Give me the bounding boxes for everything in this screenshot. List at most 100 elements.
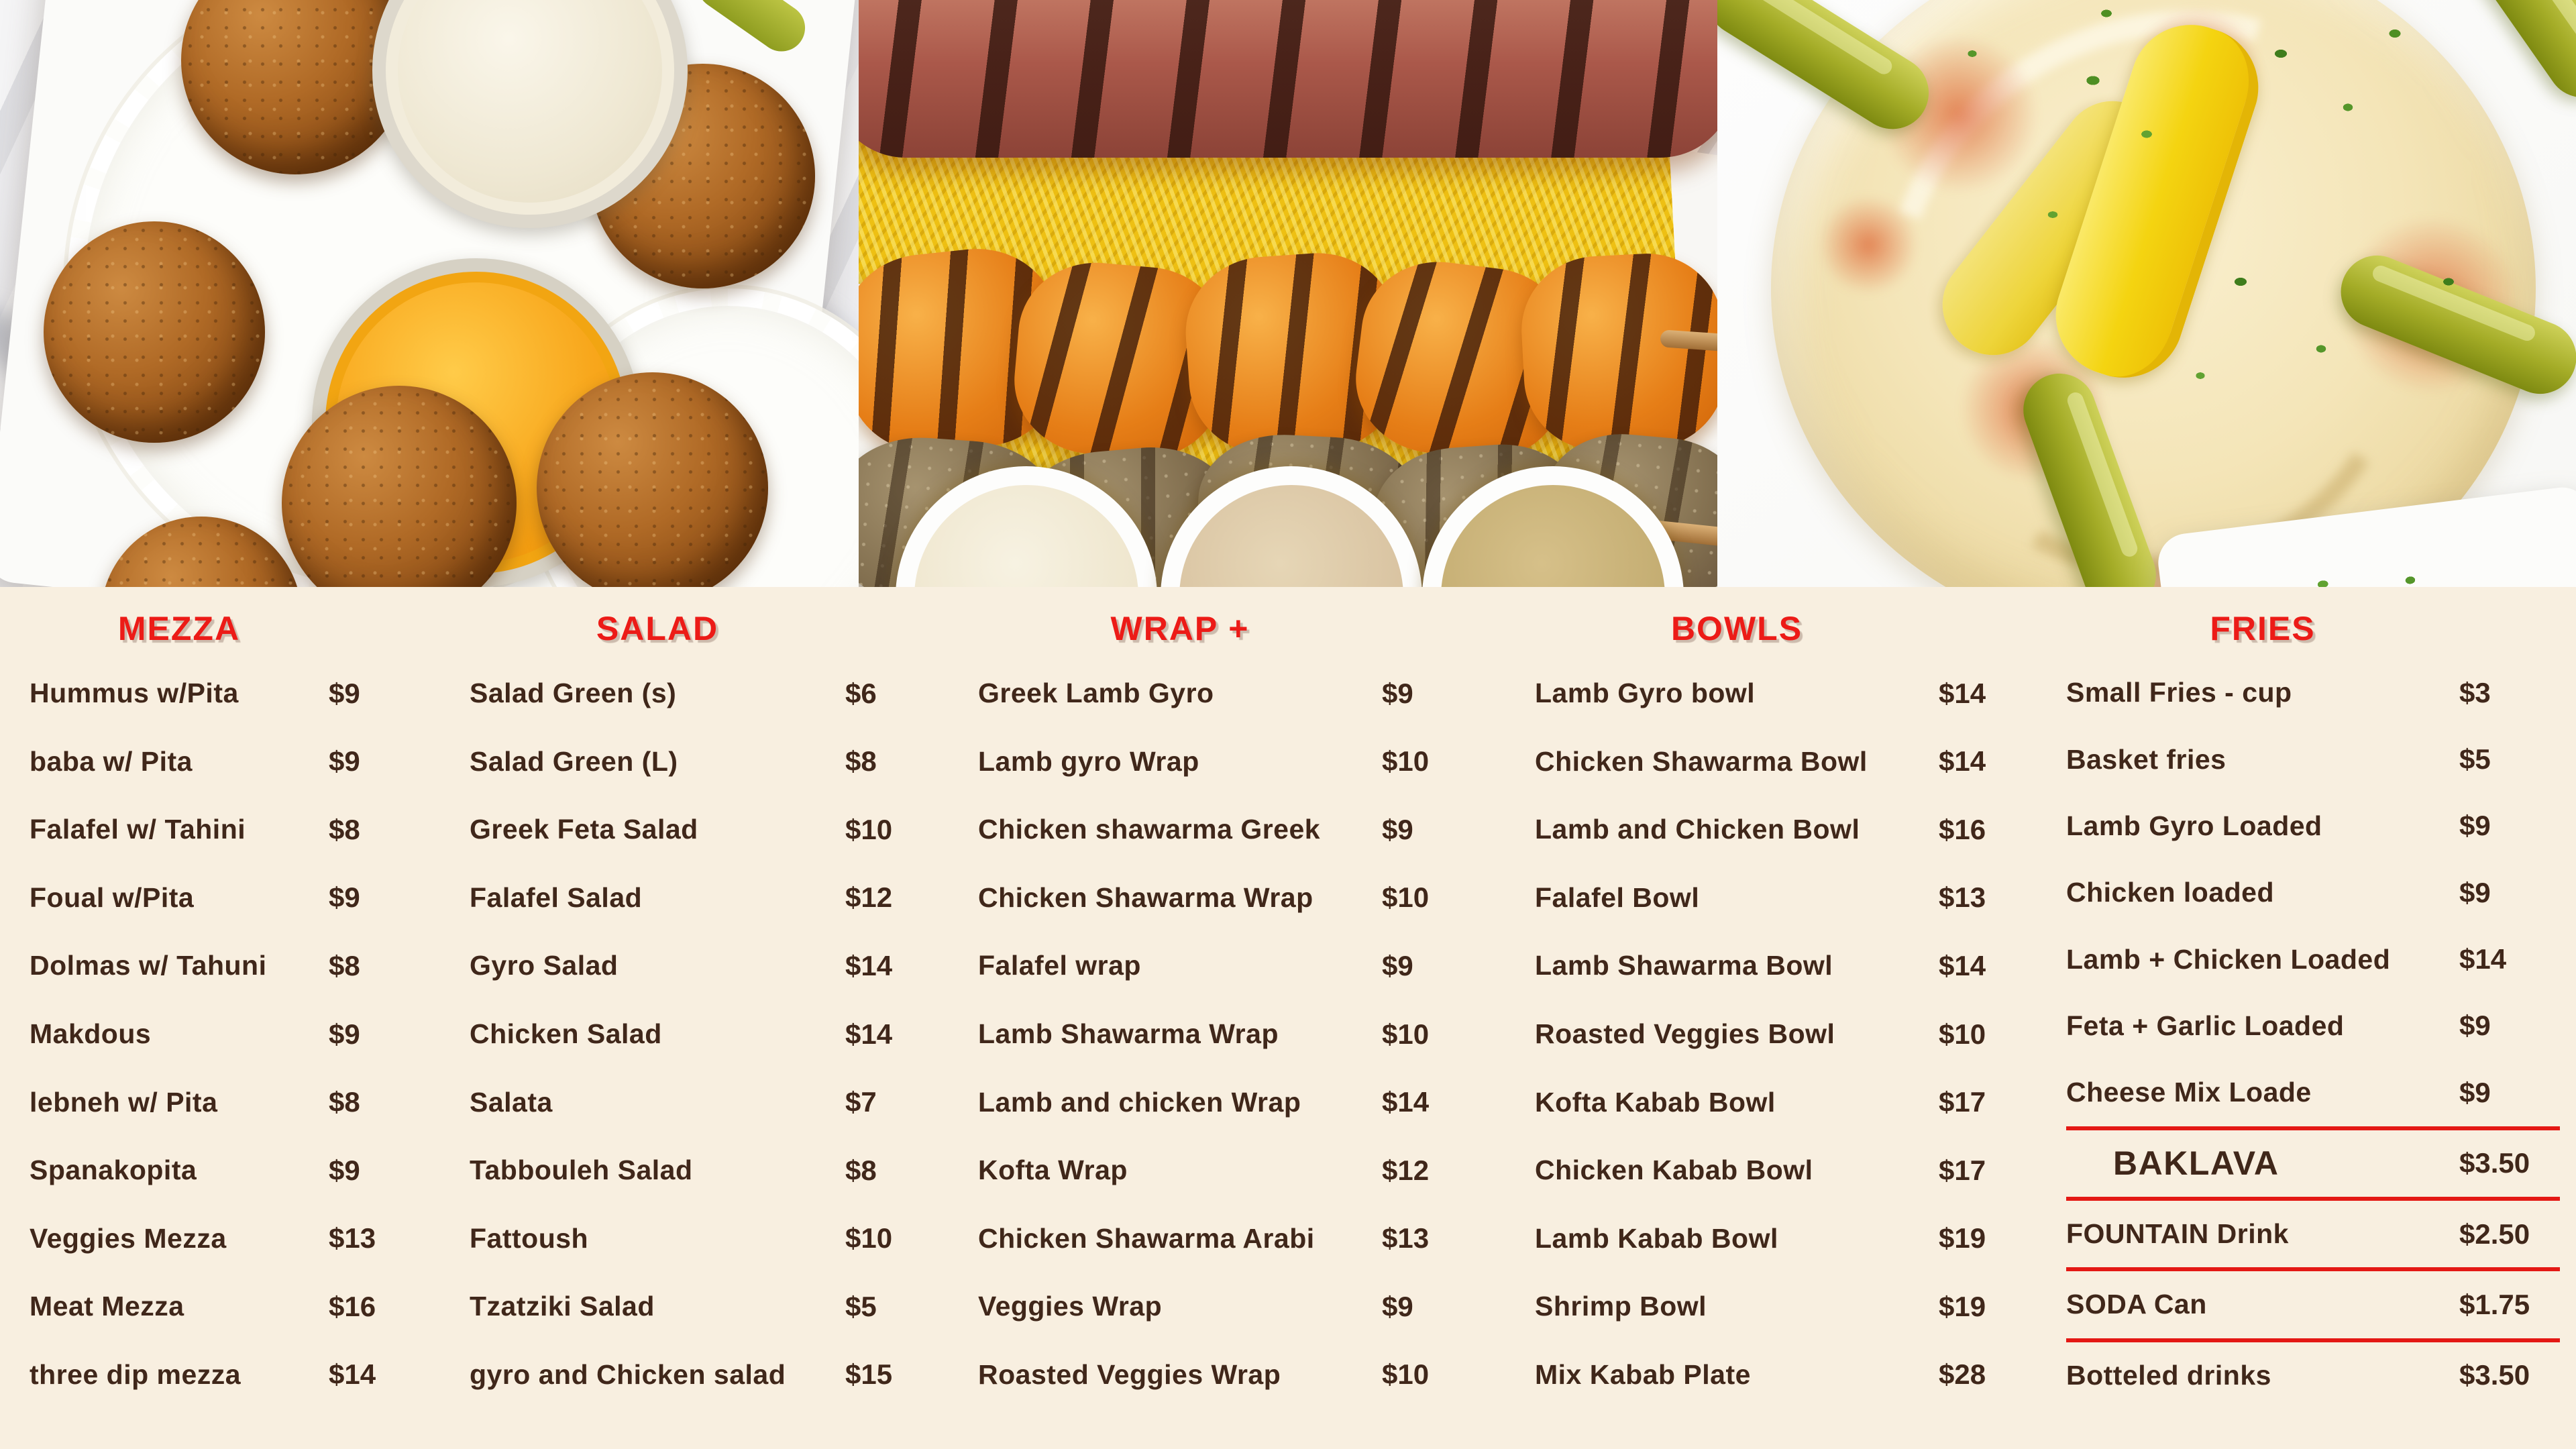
item-price: $17 bbox=[1939, 1086, 1986, 1118]
item-name: three dip mezza bbox=[30, 1358, 241, 1390]
menu-item-row: Lamb Shawarma Wrap $10 bbox=[978, 1000, 1496, 1069]
menu-item-row: Lamb gyro Wrap $10 bbox=[978, 728, 1496, 796]
menu-item-row: lebneh w/ Pita $8 bbox=[30, 1068, 429, 1136]
menu-item-row: Lamb Gyro Loaded $9 bbox=[2066, 793, 2560, 859]
item-name: Chicken Shawarma Arabi bbox=[978, 1222, 1315, 1254]
tahini-sauce bbox=[398, 0, 662, 203]
item-name: Greek Feta Salad bbox=[470, 814, 698, 845]
menu-item-row: Cheese Mix Loade $9 bbox=[2066, 1059, 2560, 1126]
item-name: Salad Green (s) bbox=[470, 678, 677, 709]
menu-item-row: Meat Mezza $16 bbox=[30, 1273, 429, 1341]
menu-item-row: baba w/ Pita $9 bbox=[30, 728, 429, 796]
item-name: BAKLAVA bbox=[2113, 1144, 2279, 1183]
section-items: Lamb Gyro bowl $14 Chicken Shawarma Bowl $1… bbox=[1535, 659, 2039, 1409]
falafel-ball bbox=[181, 0, 409, 174]
menu-item-row: Greek Lamb Gyro $9 bbox=[978, 659, 1496, 728]
section-title: BOWLS bbox=[1670, 610, 1803, 647]
menu-special-row: BAKLAVA $3.50 bbox=[2066, 1126, 2560, 1197]
menu-item-row: Lamb and chicken Wrap $14 bbox=[978, 1068, 1496, 1136]
item-price: $9 bbox=[329, 1018, 360, 1050]
item-name: Hummus w/Pita bbox=[30, 678, 239, 709]
section-title: SALAD bbox=[596, 610, 719, 647]
item-name: Small Fries - cup bbox=[2066, 677, 2292, 708]
menu-section-salad: SALAD Salad Green (s) $6 Salad Green (L) $8… bbox=[429, 587, 939, 1449]
item-price: $6 bbox=[845, 677, 877, 709]
item-name: Lamb and Chicken Bowl bbox=[1535, 814, 1860, 845]
menu-item-row: Falafel Salad $12 bbox=[470, 864, 939, 932]
item-name: Falafel wrap bbox=[978, 950, 1141, 981]
item-price: $9 bbox=[329, 745, 360, 777]
item-name: Veggies Mezza bbox=[30, 1222, 227, 1254]
menu-item-row: Lamb Kabab Bowl $19 bbox=[1535, 1204, 2039, 1273]
section-items: Salad Green (s) $6 Salad Green (L) $8 Greek … bbox=[470, 659, 939, 1409]
menu-item-row: Veggies Wrap $9 bbox=[978, 1273, 1496, 1341]
item-name: Meat Mezza bbox=[30, 1291, 184, 1322]
item-name: Roasted Veggies Bowl bbox=[1535, 1018, 1835, 1049]
menu-item-row: Chicken Kabab Bowl $17 bbox=[1535, 1136, 2039, 1205]
item-price: $9 bbox=[2459, 1010, 2491, 1042]
item-name: Mix Kabab Plate bbox=[1535, 1358, 1751, 1390]
menu-section-bowls: BOWLS Lamb Gyro bowl $14 Chicken Shawarma … bbox=[1496, 587, 2039, 1449]
item-price: $19 bbox=[1939, 1290, 1986, 1322]
menu-item-row: Salata $7 bbox=[470, 1068, 939, 1136]
item-price: $10 bbox=[1382, 745, 1430, 777]
item-price: $16 bbox=[329, 1290, 376, 1322]
menu-item-row: Veggies Mezza $13 bbox=[30, 1204, 429, 1273]
menu-item-row: Small Fries - cup $3 bbox=[2066, 659, 2560, 726]
falafel-ball bbox=[44, 221, 265, 443]
item-price: $14 bbox=[329, 1358, 376, 1391]
item-price: $14 bbox=[845, 949, 893, 981]
item-price: $14 bbox=[1939, 745, 1986, 777]
item-price: $9 bbox=[329, 677, 360, 709]
section-title: MEZZA bbox=[117, 610, 241, 647]
item-name: SODA Can bbox=[2066, 1289, 2207, 1320]
menu-special-row: FOUNTAIN Drink $2.50 bbox=[2066, 1196, 2560, 1267]
item-name: Lamb gyro Wrap bbox=[978, 745, 1199, 777]
tahini-sauce bbox=[1179, 485, 1403, 587]
item-price: $8 bbox=[845, 745, 877, 777]
section-items: Small Fries - cup $3 Basket fries $5 Lamb Gy… bbox=[2066, 659, 2560, 1409]
item-price: $10 bbox=[845, 813, 893, 845]
item-name: Lamb Kabab Bowl bbox=[1535, 1222, 1778, 1254]
falafel-ball bbox=[537, 372, 768, 587]
section-items: Hummus w/Pita $9 baba w/ Pita $9 Falafel w/ … bbox=[30, 659, 429, 1409]
item-price: $9 bbox=[1382, 949, 1413, 981]
photo-hummus-plate bbox=[1717, 0, 2576, 587]
menu-item-row: Chicken Salad $14 bbox=[470, 1000, 939, 1069]
item-price: $9 bbox=[329, 881, 360, 914]
item-price: $9 bbox=[2459, 810, 2491, 842]
parsley-garnish bbox=[1771, 0, 2536, 587]
menu-section-fries: FRIES Small Fries - cup $3 Basket fries $5 L… bbox=[2039, 587, 2576, 1449]
item-price: $14 bbox=[1939, 949, 1986, 981]
item-price: $14 bbox=[2459, 943, 2507, 975]
menu-item-row: Feta + Garlic Loaded $9 bbox=[2066, 993, 2560, 1059]
menu-item-row: Chicken shawarma Greek $9 bbox=[978, 796, 1496, 864]
item-price: $3.50 bbox=[2459, 1147, 2530, 1179]
section-title: WRAP + bbox=[1110, 610, 1250, 647]
item-name: Falafel w/ Tahini bbox=[30, 814, 246, 845]
item-price: $7 bbox=[845, 1086, 877, 1118]
item-name: Spanakopita bbox=[30, 1155, 197, 1186]
item-price: $8 bbox=[329, 949, 360, 981]
menu-item-row: Spanakopita $9 bbox=[30, 1136, 429, 1205]
menu-item-row: Foual w/Pita $9 bbox=[30, 864, 429, 932]
item-name: lebneh w/ Pita bbox=[30, 1086, 218, 1118]
photo-strip bbox=[0, 0, 2576, 587]
item-price: $12 bbox=[845, 881, 893, 914]
item-name: Dolmas w/ Tahuni bbox=[30, 950, 267, 981]
menu-item-row: Chicken Shawarma Wrap $10 bbox=[978, 864, 1496, 932]
item-price: $13 bbox=[329, 1222, 376, 1254]
menu-item-row: Salad Green (L) $8 bbox=[470, 728, 939, 796]
menu-item-row: Greek Feta Salad $10 bbox=[470, 796, 939, 864]
item-name: Cheese Mix Loade bbox=[2066, 1077, 2312, 1108]
item-name: gyro and Chicken salad bbox=[470, 1358, 786, 1390]
item-name: Gyro Salad bbox=[470, 950, 619, 981]
item-name: Makdous bbox=[30, 1018, 152, 1049]
item-name: Lamb Gyro bowl bbox=[1535, 678, 1756, 709]
item-price: $19 bbox=[1939, 1222, 1986, 1254]
item-name: Lamb and chicken Wrap bbox=[978, 1086, 1301, 1118]
item-price: $5 bbox=[2459, 743, 2491, 775]
item-price: $10 bbox=[1382, 1358, 1430, 1391]
item-price: $3.50 bbox=[2459, 1359, 2530, 1391]
